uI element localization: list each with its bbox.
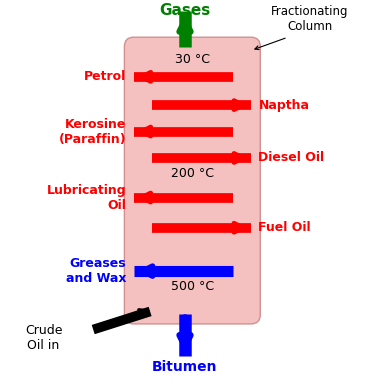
Text: Lubricating
Oil: Lubricating Oil bbox=[47, 184, 126, 212]
Text: Bitumen: Bitumen bbox=[152, 360, 218, 374]
Text: Fuel Oil: Fuel Oil bbox=[258, 221, 311, 234]
Text: Crude
Oil in: Crude Oil in bbox=[25, 324, 63, 352]
Text: Gases: Gases bbox=[159, 3, 211, 18]
Text: Fractionating
Column: Fractionating Column bbox=[271, 5, 349, 33]
Text: Petrol: Petrol bbox=[84, 70, 126, 83]
Text: 200 °C: 200 °C bbox=[171, 166, 214, 179]
FancyBboxPatch shape bbox=[124, 37, 260, 324]
Text: Greases
and Wax: Greases and Wax bbox=[66, 257, 126, 285]
Text: Naptha: Naptha bbox=[258, 99, 309, 112]
Text: 500 °C: 500 °C bbox=[171, 280, 214, 293]
Text: Diesel Oil: Diesel Oil bbox=[258, 152, 324, 165]
Text: Kerosine
(Paraffin): Kerosine (Paraffin) bbox=[58, 117, 126, 146]
Text: 30 °C: 30 °C bbox=[175, 53, 210, 66]
